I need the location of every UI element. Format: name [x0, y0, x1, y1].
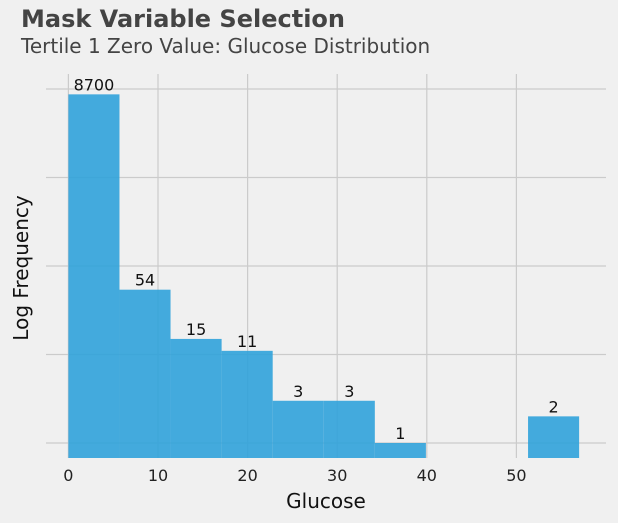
x-axis-label: Glucose	[286, 489, 366, 513]
chart-title: Mask Variable Selection	[21, 5, 345, 33]
bar-count-label: 2	[548, 397, 558, 416]
histogram-bar	[119, 289, 171, 458]
histogram-bar	[374, 443, 426, 458]
histogram-bar	[528, 416, 580, 458]
bar-count-label: 1	[395, 424, 405, 443]
x-tick-label: 20	[237, 466, 257, 485]
x-tick-label: 30	[327, 466, 347, 485]
data-labels: 8700 54 15 11 3 3 1 2	[74, 75, 559, 443]
bars	[68, 94, 580, 459]
x-tick-label: 10	[148, 466, 168, 485]
bar-count-label: 11	[237, 332, 257, 351]
histogram-bar	[323, 400, 375, 458]
bar-count-label: 3	[344, 382, 354, 401]
histogram-bar	[68, 94, 120, 459]
chart-subtitle: Tertile 1 Zero Value: Glucose Distributi…	[21, 34, 431, 58]
bar-count-label: 8700	[74, 75, 115, 94]
bar-count-label: 54	[135, 271, 155, 290]
histogram-bar	[221, 350, 273, 458]
x-tick-label: 50	[506, 466, 526, 485]
x-tick-label: 0	[63, 466, 73, 485]
histogram-bar	[170, 338, 222, 458]
x-tick-labels: 0 10 20 30 40 50	[63, 466, 526, 485]
x-tick-label: 40	[417, 466, 437, 485]
bar-count-label: 15	[186, 320, 206, 339]
bar-count-label: 3	[293, 382, 303, 401]
y-axis-label: Log Frequency	[9, 195, 33, 341]
histogram-bar	[272, 400, 324, 458]
